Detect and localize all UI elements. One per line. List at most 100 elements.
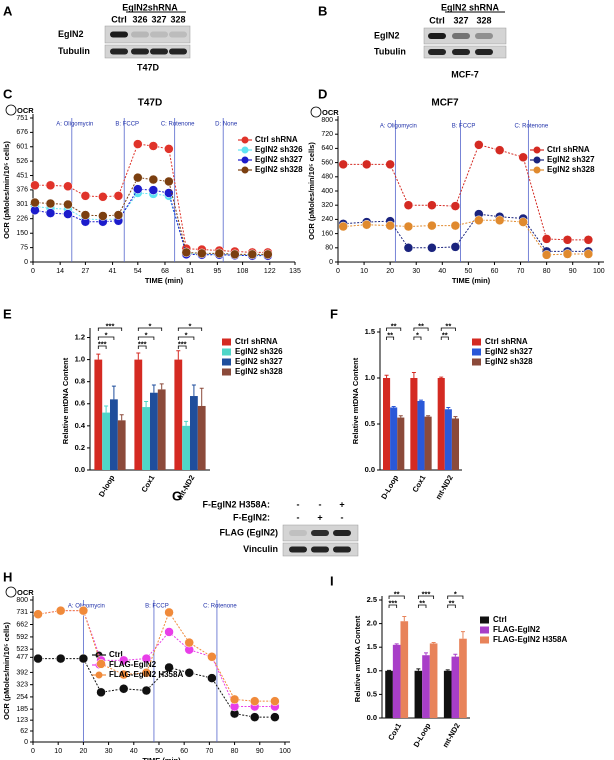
blot-band	[452, 49, 470, 55]
series-line	[37, 610, 275, 702]
significance-label: **	[391, 321, 397, 330]
blot-band	[150, 31, 168, 38]
data-point	[118, 669, 129, 680]
data-point	[518, 152, 528, 163]
y-tick-label: 240	[321, 216, 333, 223]
y-tick-label: 0	[24, 259, 28, 266]
data-point	[45, 198, 56, 209]
bar	[414, 670, 423, 718]
significance-label: **	[442, 330, 448, 339]
blot-band	[131, 31, 149, 38]
blot-header: EglN2 shRNA	[441, 2, 500, 12]
bar	[174, 359, 183, 470]
blot-band	[131, 48, 149, 55]
bar	[197, 405, 206, 470]
panel-letter: C	[3, 86, 13, 101]
series-line	[34, 143, 268, 253]
x-tick-label: 54	[134, 268, 142, 275]
significance-label: **	[387, 330, 393, 339]
injection-label: B: FCCP	[145, 604, 169, 610]
panel-letter: A	[3, 3, 13, 18]
y-tick-label: 560	[321, 159, 333, 166]
ocr-label: OCR	[322, 108, 339, 117]
panel-letter: I	[330, 573, 334, 588]
significance-label: **	[445, 321, 451, 330]
x-tick-label: 122	[264, 268, 276, 275]
injection-label: A: Oligomycin	[68, 604, 105, 610]
x-tick-label: 90	[256, 748, 264, 755]
significance-bracket	[177, 336, 195, 340]
legend-label: Ctrl shRNA	[547, 145, 590, 154]
y-tick-label: 731	[16, 609, 28, 616]
data-point	[78, 653, 89, 664]
x-tick-label: 10	[360, 268, 368, 275]
data-point	[249, 712, 260, 722]
significance-label: *	[185, 330, 188, 339]
injection-label: C: Rotenone	[161, 122, 195, 128]
legend-label: FLAG-EglN2 H358A	[109, 670, 183, 679]
significance-label: *	[416, 330, 419, 339]
data-point	[207, 652, 217, 662]
bar	[94, 359, 103, 470]
x-tick-label: 0	[336, 268, 340, 275]
y-tick-label: 0.0	[75, 465, 85, 474]
error-bar	[453, 653, 458, 657]
significance-bracket	[388, 595, 405, 599]
lane-label: 327	[151, 14, 166, 24]
panel-letter: H	[3, 569, 12, 584]
panel-letter: E	[3, 306, 12, 321]
y-tick-label: 0.0	[367, 713, 377, 722]
bar	[451, 656, 460, 718]
data-point	[164, 176, 174, 187]
y-tick-label: 400	[321, 188, 333, 195]
error-bar	[398, 415, 403, 418]
data-point	[164, 662, 174, 673]
data-point	[80, 210, 91, 220]
blot-band	[110, 48, 128, 55]
blot-band	[289, 530, 307, 536]
x-tick-label: 50	[464, 268, 472, 275]
significance-label: *	[149, 321, 152, 330]
significance-label: *	[189, 321, 192, 330]
significance-bracket	[137, 345, 147, 349]
bar	[410, 378, 418, 470]
y-axis-label: Relative mtDNA Content	[61, 357, 70, 444]
data-point	[63, 181, 73, 192]
condition-label: F-EglN2:	[233, 512, 270, 522]
blot-band	[475, 49, 493, 55]
data-point	[33, 653, 43, 664]
y-tick-label: 0.8	[75, 377, 85, 386]
data-point	[78, 605, 89, 616]
y-tick-label: 0.2	[75, 443, 85, 452]
significance-bracket	[177, 327, 203, 331]
significance-label: *	[105, 330, 108, 339]
y-tick-label: 751	[16, 115, 28, 122]
data-point	[197, 248, 207, 259]
error-bar	[424, 652, 428, 656]
x-tick-label: 100	[593, 268, 605, 275]
data-point	[55, 605, 66, 616]
data-point	[214, 248, 225, 259]
significance-label: *	[145, 330, 148, 339]
y-axis-label: Relative mtDNA Content	[351, 357, 360, 444]
legend-label: EglN2 sh328	[547, 165, 595, 174]
y-tick-label: 1.0	[75, 355, 85, 364]
x-tick-label: 95	[213, 268, 221, 275]
y-tick-label: 0.5	[365, 419, 375, 428]
x-tick-label: 100	[279, 748, 291, 755]
data-point	[118, 655, 129, 666]
data-point	[361, 159, 372, 170]
blot-band	[110, 31, 128, 38]
data-point	[45, 180, 56, 191]
y-tick-label: 800	[16, 597, 28, 604]
significance-label: ***	[138, 339, 147, 348]
x-tick-label: mt-ND2	[175, 473, 196, 501]
bar	[429, 643, 438, 718]
y-tick-label: 526	[16, 158, 28, 165]
legend-swatch	[222, 338, 231, 346]
condition-sign: -	[341, 512, 344, 522]
error-bar	[402, 616, 407, 622]
error-bar	[426, 415, 431, 417]
data-point	[403, 243, 414, 253]
